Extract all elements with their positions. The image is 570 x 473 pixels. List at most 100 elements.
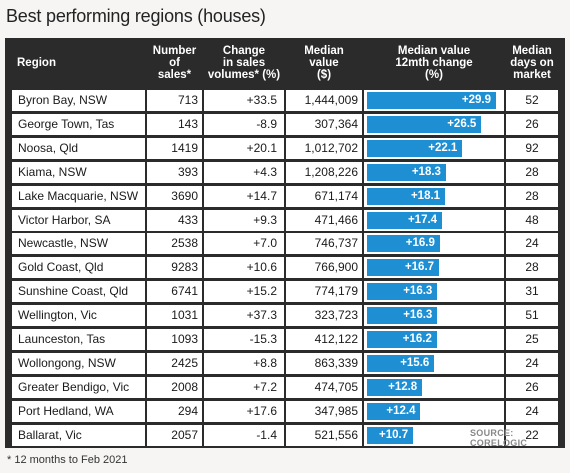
median-value-cell: 474,705	[286, 376, 362, 398]
table-row: Lake Macquarie, NSW 3690 +14.7 671,174 +18.1…	[5, 184, 565, 207]
table-row: Wellington, Vic 1031 +37.3 323,723 +16.3 51	[5, 303, 565, 327]
change-cell: +33.5	[204, 90, 284, 111]
growth-bar: +16.3	[367, 283, 438, 301]
table-row: Newcastle, NSW 2538 +7.0 746,737 +16.9 24	[5, 231, 565, 255]
sales-cell: 294	[147, 400, 202, 422]
region-cell: George Town, Tas	[12, 113, 145, 135]
median-value-cell: 307,364	[286, 113, 362, 135]
growth-bar: +12.8	[367, 378, 423, 396]
region-cell: Noosa, Qld	[12, 137, 145, 159]
median-value-cell: 521,556	[286, 424, 362, 446]
table-row: Launceston, Tas 1093 -15.3 412,122 +16.2 25	[5, 327, 565, 350]
growth-bar: +22.1	[367, 139, 463, 157]
growth-bar-cell: +18.3	[364, 161, 504, 183]
data-table: Region Number of sales* Change in sales …	[5, 38, 565, 448]
days-cell: 25	[506, 329, 558, 350]
sales-cell: 143	[147, 113, 202, 135]
change-cell: +20.1	[204, 137, 284, 159]
days-cell: 24	[506, 233, 558, 255]
header-sales: Number of sales*	[152, 45, 197, 81]
growth-bar-cell: +18.1	[364, 185, 504, 207]
growth-bar: +16.9	[367, 235, 440, 253]
growth-bar-cell: +12.4	[364, 400, 504, 422]
growth-bar: +15.6	[367, 354, 435, 372]
growth-bar-cell: +16.9	[364, 233, 504, 255]
median-value-cell: 766,900	[286, 257, 362, 279]
median-value-cell: 471,466	[286, 209, 362, 231]
days-cell: 24	[506, 400, 558, 422]
region-cell: Launceston, Tas	[12, 329, 145, 350]
change-cell: +8.8	[204, 352, 284, 374]
growth-bar-cell: +10.7	[364, 424, 504, 446]
growth-bar: +16.7	[367, 259, 440, 277]
table-row: Wollongong, NSW 2425 +8.8 863,339 +15.6 24	[5, 351, 565, 374]
region-cell: Wellington, Vic	[12, 305, 145, 327]
days-cell: 26	[506, 113, 558, 135]
growth-bar: +18.1	[367, 187, 446, 205]
change-cell: +37.3	[204, 305, 284, 327]
sales-cell: 2057	[147, 424, 202, 446]
days-cell: 24	[506, 352, 558, 374]
sales-cell: 9283	[147, 257, 202, 279]
sales-cell: 1419	[147, 137, 202, 159]
header-growth: Median value 12mth change (%)	[395, 45, 473, 81]
median-value-cell: 746,737	[286, 233, 362, 255]
table-row: Gold Coast, Qld 9283 +10.6 766,900 +16.7 28	[5, 255, 565, 279]
footnote: * 12 months to Feb 2021	[7, 454, 128, 466]
table-header: Region Number of sales* Change in sales …	[5, 38, 565, 88]
growth-bar: +12.4	[367, 402, 421, 420]
growth-bar-cell: +26.5	[364, 113, 504, 135]
days-cell: 31	[506, 281, 558, 303]
growth-bar-cell: +16.3	[364, 305, 504, 327]
change-cell: -8.9	[204, 113, 284, 135]
sales-cell: 3690	[147, 185, 202, 207]
days-cell: 52	[506, 90, 558, 111]
change-cell: +4.3	[204, 161, 284, 183]
days-cell: 28	[506, 257, 558, 279]
days-cell: 92	[506, 137, 558, 159]
header-days: Median days on market	[510, 45, 554, 81]
region-cell: Gold Coast, Qld	[12, 257, 145, 279]
table-row: Greater Bendigo, Vic 2008 +7.2 474,705 +12.8…	[5, 375, 565, 398]
chart-title: Best performing regions (houses)	[6, 6, 266, 26]
median-value-cell: 1,208,226	[286, 161, 362, 183]
growth-bar: +10.7	[367, 426, 414, 444]
growth-bar: +18.3	[367, 163, 446, 181]
change-cell: +7.2	[204, 376, 284, 398]
days-cell: 51	[506, 305, 558, 327]
table-row: Kiama, NSW 393 +4.3 1,208,226 +18.3 28	[5, 160, 565, 183]
region-cell: Greater Bendigo, Vic	[12, 376, 145, 398]
growth-bar: +26.5	[367, 115, 482, 133]
sales-cell: 433	[147, 209, 202, 231]
header-region: Region	[17, 57, 56, 69]
days-cell: 28	[506, 161, 558, 183]
region-cell: Wollongong, NSW	[12, 352, 145, 374]
sales-cell: 2425	[147, 352, 202, 374]
days-cell: 48	[506, 209, 558, 231]
change-cell: +17.6	[204, 400, 284, 422]
sales-cell: 713	[147, 90, 202, 111]
region-cell: Victor Harbor, SA	[12, 209, 145, 231]
median-value-cell: 412,122	[286, 329, 362, 350]
region-cell: Kiama, NSW	[12, 161, 145, 183]
days-cell: 28	[506, 185, 558, 207]
region-cell: Newcastle, NSW	[12, 233, 145, 255]
change-cell: +10.6	[204, 257, 284, 279]
growth-bar-cell: +17.4	[364, 209, 504, 231]
growth-bar: +17.4	[367, 211, 443, 229]
region-cell: Port Hedland, WA	[12, 400, 145, 422]
table-row: Victor Harbor, SA 433 +9.3 471,466 +17.4 48	[5, 208, 565, 231]
growth-bar-cell: +29.9	[364, 90, 504, 111]
table-row: George Town, Tas 143 -8.9 307,364 +26.5 26	[5, 112, 565, 135]
growth-bar: +29.9	[367, 92, 496, 109]
table-row: Ballarat, Vic 2057 -1.4 521,556 +10.7 22	[5, 423, 565, 446]
sales-cell: 1093	[147, 329, 202, 350]
growth-bar-cell: +16.3	[364, 281, 504, 303]
header-median: Median value ($)	[304, 45, 344, 81]
change-cell: +7.0	[204, 233, 284, 255]
growth-bar: +16.3	[367, 307, 438, 325]
sales-cell: 2538	[147, 233, 202, 255]
change-cell: -15.3	[204, 329, 284, 350]
sales-cell: 6741	[147, 281, 202, 303]
median-value-cell: 1,444,009	[286, 90, 362, 111]
